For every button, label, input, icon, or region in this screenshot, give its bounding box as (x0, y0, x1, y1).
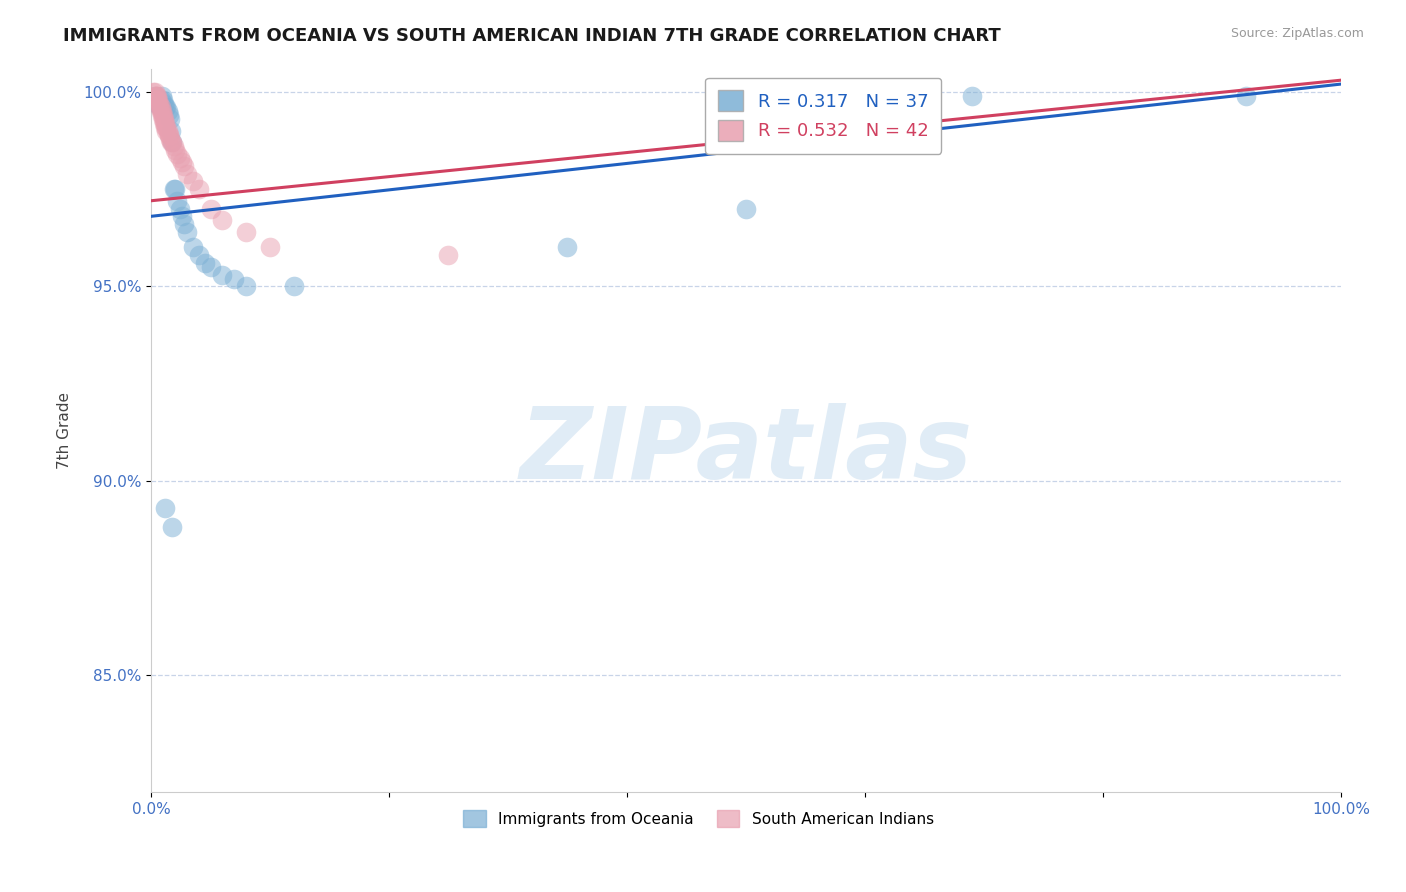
Point (155, 501, 177, 516)
Point (166, 194, 188, 208)
Point (152, 112, 174, 127)
Y-axis label: 7th Grade: 7th Grade (58, 392, 72, 468)
Text: Source: ZipAtlas.com: Source: ZipAtlas.com (1230, 27, 1364, 40)
Point (176, 167, 198, 181)
Point (162, 182, 184, 196)
Point (187, 248, 209, 262)
Point (157, 128, 180, 142)
Point (193, 256, 215, 270)
Point (211, 268, 233, 282)
Point (181, 240, 204, 254)
Point (211, 213, 233, 227)
Point (160, 124, 183, 138)
Point (153, 116, 176, 130)
Point (148, 96, 170, 111)
Point (162, 520, 184, 534)
Point (152, 93, 174, 107)
Point (155, 116, 177, 130)
Point (145, 93, 167, 107)
Point (735, 202, 758, 216)
Point (163, 182, 186, 196)
Point (283, 279, 305, 293)
Point (159, 131, 181, 145)
Point (160, 136, 183, 150)
Point (181, 174, 204, 188)
Point (235, 279, 257, 293)
Point (146, 88, 169, 103)
Point (143, 85, 166, 99)
Point (437, 248, 460, 262)
Point (145, 88, 167, 103)
Point (148, 96, 170, 111)
Point (162, 139, 184, 153)
Point (1234, 88, 1257, 103)
Point (142, 85, 165, 99)
Point (152, 108, 174, 122)
Point (146, 96, 169, 111)
Point (156, 124, 179, 138)
Point (169, 202, 191, 216)
Point (166, 147, 188, 161)
Point (200, 260, 222, 274)
Point (557, 240, 579, 254)
Point (259, 240, 281, 254)
Point (149, 100, 172, 114)
Point (143, 88, 166, 103)
Point (162, 136, 184, 150)
Point (157, 128, 180, 142)
Point (173, 159, 195, 173)
Point (157, 108, 180, 122)
Point (150, 108, 173, 122)
Point (170, 154, 193, 169)
Point (155, 120, 177, 134)
Legend: Immigrants from Oceania, South American Indians: Immigrants from Oceania, South American … (456, 802, 942, 835)
Point (145, 88, 167, 103)
Point (146, 96, 169, 111)
Point (200, 202, 222, 216)
Point (149, 104, 172, 119)
Point (155, 120, 177, 134)
Point (170, 210, 193, 224)
Point (176, 225, 198, 239)
Point (159, 112, 181, 127)
Text: IMMIGRANTS FROM OCEANIA VS SOUTH AMERICAN INDIAN 7TH GRADE CORRELATION CHART: IMMIGRANTS FROM OCEANIA VS SOUTH AMERICA… (63, 27, 1001, 45)
Point (163, 143, 186, 157)
Point (153, 112, 176, 127)
Point (187, 182, 209, 196)
Point (224, 271, 246, 285)
Point (156, 104, 179, 119)
Point (169, 151, 191, 165)
Point (146, 96, 169, 111)
Point (155, 124, 177, 138)
Point (960, 88, 983, 103)
Point (148, 100, 170, 114)
Point (173, 217, 195, 231)
Point (235, 225, 257, 239)
Point (155, 100, 177, 114)
Point (150, 88, 173, 103)
Point (153, 96, 176, 111)
Point (146, 93, 169, 107)
Point (162, 136, 184, 150)
Point (146, 93, 169, 107)
Text: ZIPatlas: ZIPatlas (519, 403, 973, 500)
Point (155, 100, 177, 114)
Point (149, 93, 172, 107)
Point (150, 104, 173, 119)
